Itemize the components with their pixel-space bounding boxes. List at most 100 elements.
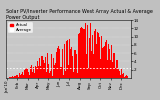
Bar [26, 68, 27, 78]
Bar [106, 40, 107, 78]
Bar [32, 72, 33, 78]
Bar [93, 54, 94, 78]
Bar [67, 40, 68, 78]
Bar [80, 28, 81, 78]
Bar [114, 53, 115, 78]
Bar [107, 60, 108, 78]
Bar [47, 53, 48, 78]
Bar [44, 54, 45, 78]
Bar [70, 48, 71, 78]
Bar [88, 68, 89, 78]
Bar [52, 76, 53, 78]
Bar [64, 44, 65, 78]
Text: Solar PV/Inverter Performance West Array Actual & Average Power Output: Solar PV/Inverter Performance West Array… [6, 9, 153, 20]
Bar [68, 65, 69, 78]
Bar [48, 64, 49, 78]
Bar [57, 48, 58, 78]
Bar [77, 73, 78, 78]
Bar [40, 66, 41, 78]
Bar [100, 59, 101, 78]
Bar [121, 69, 122, 78]
Bar [50, 71, 51, 78]
Bar [97, 32, 98, 78]
Bar [38, 66, 39, 78]
Bar [53, 58, 54, 78]
Bar [83, 30, 84, 78]
Bar [24, 70, 25, 78]
Bar [108, 44, 109, 78]
Bar [109, 49, 110, 78]
Bar [125, 76, 126, 78]
Bar [55, 63, 56, 78]
Bar [69, 39, 70, 78]
Bar [63, 75, 64, 78]
Bar [23, 75, 24, 78]
Bar [87, 25, 88, 78]
Bar [21, 74, 22, 78]
Bar [51, 58, 52, 78]
Bar [74, 50, 75, 78]
Bar [78, 34, 79, 78]
Bar [92, 34, 93, 78]
Bar [105, 42, 106, 78]
Bar [119, 71, 120, 78]
Bar [10, 77, 11, 78]
Bar [13, 77, 14, 78]
Bar [118, 69, 119, 78]
Bar [116, 60, 117, 78]
Bar [30, 67, 31, 78]
Bar [15, 76, 16, 78]
Bar [61, 68, 62, 78]
Bar [79, 33, 80, 78]
Bar [36, 67, 37, 78]
Bar [91, 51, 92, 78]
Bar [35, 66, 36, 78]
Bar [127, 76, 128, 78]
Bar [46, 72, 47, 78]
Bar [75, 50, 76, 78]
Bar [98, 33, 99, 78]
Bar [126, 75, 127, 78]
Bar [66, 42, 67, 78]
Bar [90, 23, 91, 78]
Bar [113, 53, 114, 78]
Bar [89, 38, 90, 78]
Bar [60, 67, 61, 78]
Bar [101, 36, 102, 78]
Bar [31, 65, 32, 78]
Bar [42, 56, 43, 78]
Bar [111, 45, 112, 78]
Bar [81, 27, 82, 78]
Bar [34, 73, 35, 78]
Bar [123, 73, 124, 78]
Bar [94, 31, 95, 78]
Bar [37, 61, 38, 78]
Legend: Actual, Average: Actual, Average [8, 22, 33, 33]
Bar [58, 46, 59, 78]
Bar [19, 73, 20, 78]
Bar [18, 77, 19, 78]
Bar [39, 58, 40, 78]
Bar [99, 37, 100, 78]
Bar [25, 69, 26, 78]
Bar [65, 71, 66, 78]
Bar [59, 49, 60, 78]
Bar [103, 59, 104, 78]
Bar [17, 75, 18, 78]
Bar [95, 29, 96, 78]
Bar [102, 48, 103, 78]
Bar [16, 75, 17, 78]
Bar [96, 40, 97, 78]
Bar [54, 65, 55, 78]
Bar [112, 62, 113, 78]
Bar [49, 73, 50, 78]
Bar [12, 76, 13, 78]
Bar [41, 56, 42, 78]
Bar [73, 72, 74, 78]
Bar [115, 68, 116, 78]
Bar [72, 56, 73, 78]
Bar [86, 54, 87, 78]
Bar [110, 60, 111, 78]
Bar [43, 60, 44, 78]
Bar [104, 46, 105, 78]
